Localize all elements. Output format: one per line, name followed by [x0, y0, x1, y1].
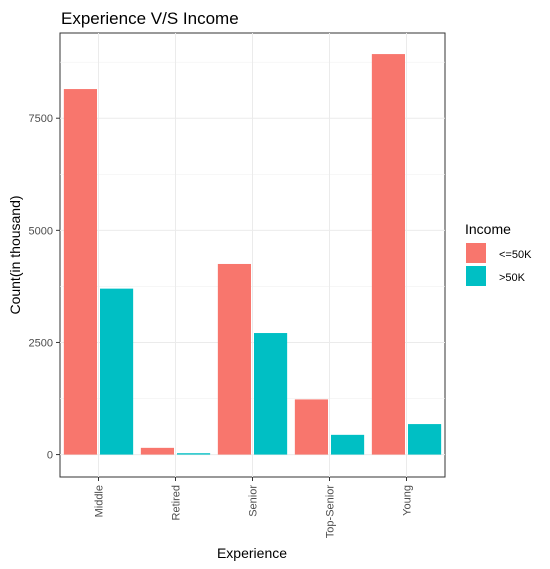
y-axis: 0 2500 5000 7500	[29, 113, 60, 462]
bar-top-senior-series-2	[331, 434, 365, 455]
bar-middle-series-2	[100, 288, 134, 455]
x-axis-title: Experience	[217, 545, 287, 561]
plot-panel	[59, 32, 446, 478]
y-tick-label: 2500	[29, 337, 53, 349]
bar-retired-series-1	[140, 447, 174, 455]
bar-top-senior-series-1	[294, 399, 328, 455]
x-tick-label: Top-Senior	[325, 485, 337, 539]
legend-key-series-1	[466, 243, 486, 263]
x-tick-label: Middle	[94, 485, 106, 517]
bars	[63, 54, 442, 455]
x-tick-label: Retired	[171, 485, 183, 520]
legend-label-series-2: >50K	[499, 272, 526, 284]
x-tick-label: Young	[402, 485, 414, 516]
legend: Income <=50K >50K	[465, 221, 532, 286]
bar-senior-series-1	[217, 263, 251, 455]
y-axis-title: Count(in thousand)	[7, 195, 23, 314]
bar-senior-series-2	[254, 333, 288, 455]
x-tick-label: Senior	[248, 485, 260, 517]
y-tick-label: 7500	[29, 113, 53, 125]
y-tick-label: 5000	[29, 225, 53, 237]
bar-young-series-2	[408, 424, 442, 455]
x-axis: Middle Retired Senior Top-Senior Young	[94, 477, 414, 538]
y-tick-label: 0	[47, 450, 53, 462]
bar-retired-series-2	[177, 453, 211, 455]
legend-key-series-2	[466, 266, 486, 286]
legend-title: Income	[465, 221, 511, 237]
chart-title: Experience V/S Income	[61, 9, 239, 28]
bar-middle-series-1	[63, 89, 97, 455]
bar-young-series-1	[371, 54, 405, 455]
legend-label-series-1: <=50K	[499, 249, 532, 261]
